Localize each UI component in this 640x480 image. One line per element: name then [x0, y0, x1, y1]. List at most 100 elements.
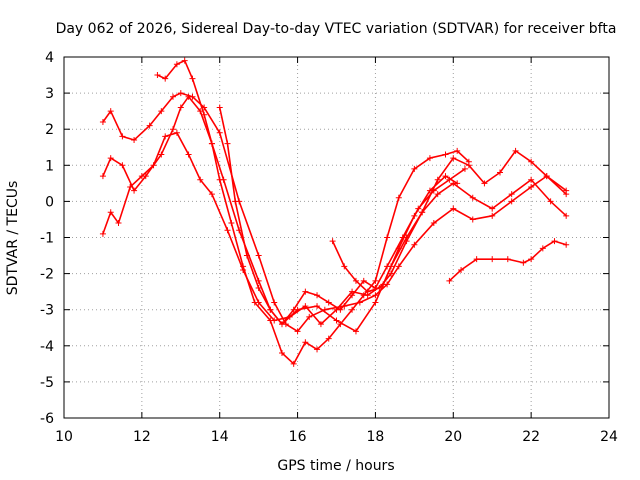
x-tick-label: 20 — [444, 429, 462, 445]
x-tick-labels: 10 12 14 16 18 20 22 24 — [55, 429, 618, 445]
series-line — [156, 59, 470, 365]
data-point — [563, 212, 570, 219]
data-point — [302, 288, 309, 295]
data-point — [333, 317, 340, 324]
x-tick-label: 24 — [600, 429, 618, 445]
y-tick-label: 3 — [45, 86, 54, 102]
data-point — [458, 266, 465, 273]
data-point — [162, 133, 169, 140]
data-point — [454, 147, 461, 154]
data-point — [450, 155, 457, 162]
data-point — [352, 328, 359, 335]
y-tick-label: 0 — [45, 194, 54, 210]
data-point — [388, 270, 394, 277]
x-tick-label: 12 — [133, 429, 151, 445]
data-point — [224, 227, 231, 234]
data-point — [224, 140, 231, 147]
data-point — [551, 238, 558, 245]
data-point — [446, 277, 453, 284]
data-point — [450, 205, 457, 212]
data-point — [290, 360, 297, 367]
y-tick-label: 4 — [45, 50, 54, 66]
data-point — [216, 129, 223, 136]
data-point — [473, 256, 480, 263]
data-point — [119, 162, 126, 169]
data-point — [115, 220, 122, 227]
data-point — [232, 198, 239, 205]
data-point — [162, 75, 169, 82]
data-point — [279, 321, 285, 328]
data-point — [528, 183, 535, 190]
data-point — [446, 176, 453, 183]
x-tick-label: 10 — [55, 429, 73, 445]
data-point — [547, 198, 554, 205]
data-point — [131, 137, 138, 144]
data-point — [411, 241, 418, 248]
series-line — [102, 92, 567, 333]
data-point — [267, 317, 274, 324]
y-tick-labels: -6 -5 -4 -3 -2 -1 0 1 2 3 4 — [40, 50, 54, 427]
series-line — [448, 240, 567, 282]
y-tick-label: -6 — [40, 411, 54, 427]
data-point — [504, 256, 511, 263]
series-track-a — [99, 90, 570, 335]
data-point — [415, 205, 422, 212]
data-point — [469, 216, 476, 223]
data-point — [489, 256, 496, 263]
data-point — [185, 151, 192, 158]
data-point — [314, 303, 321, 310]
data-point — [442, 151, 449, 158]
data-point — [119, 133, 126, 140]
chart-title: Day 062 of 2026, Sidereal Day-to-day VTE… — [56, 21, 617, 37]
data-point — [158, 151, 165, 158]
data-point — [430, 220, 437, 227]
y-tick-label: 2 — [45, 122, 54, 138]
series-track-f — [329, 147, 570, 295]
data-point — [170, 126, 176, 133]
data-point — [294, 328, 301, 335]
data-point — [349, 292, 356, 299]
data-point — [302, 303, 309, 310]
data-point — [197, 176, 204, 183]
data-point — [267, 306, 274, 313]
data-point — [107, 155, 114, 162]
data-point — [329, 238, 336, 245]
data-point — [384, 234, 391, 241]
data-point — [131, 187, 138, 194]
data-point — [376, 285, 383, 292]
data-point — [271, 299, 278, 306]
data-point — [173, 61, 180, 68]
y-tick-label: -2 — [40, 267, 54, 283]
data-series-group — [99, 57, 570, 367]
data-point — [543, 173, 550, 180]
data-point — [99, 118, 106, 125]
data-point — [489, 212, 496, 219]
data-point — [314, 292, 321, 299]
data-point — [372, 277, 379, 284]
data-point — [520, 259, 527, 266]
data-point — [173, 129, 180, 136]
data-point — [189, 75, 196, 82]
data-point — [138, 173, 145, 180]
y-tick-label: -3 — [40, 303, 54, 319]
data-point — [127, 183, 134, 190]
data-point — [255, 252, 262, 259]
data-point — [364, 288, 371, 295]
series-line — [218, 106, 466, 325]
data-point — [528, 256, 535, 263]
y-tick-label: -5 — [40, 375, 54, 391]
data-point — [325, 299, 332, 306]
data-point — [154, 72, 161, 79]
data-point — [512, 147, 519, 154]
data-point — [360, 277, 367, 284]
data-point — [539, 245, 546, 252]
data-point — [563, 241, 570, 248]
data-point — [419, 209, 426, 216]
data-point — [528, 158, 535, 165]
data-point — [337, 321, 344, 328]
x-tick-label: 18 — [367, 429, 385, 445]
data-point — [208, 140, 215, 147]
data-point — [372, 292, 379, 299]
data-point — [243, 252, 250, 259]
